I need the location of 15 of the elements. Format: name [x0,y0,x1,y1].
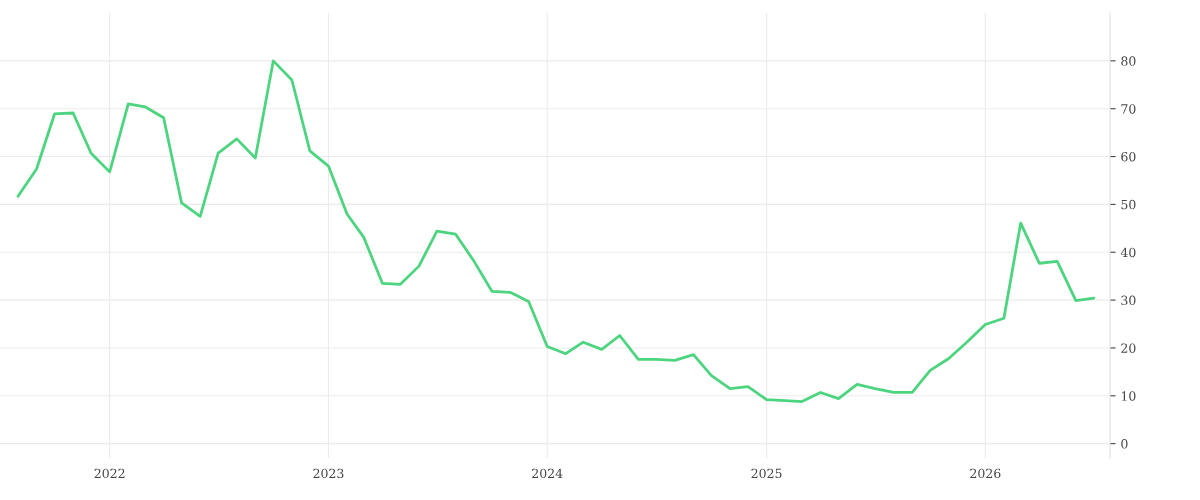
line-series [16,59,1096,403]
x-tick-label: 2026 [970,468,1001,479]
y-tick-label: 30 [1121,295,1136,306]
x-tick-label: 2025 [751,468,782,479]
x-tick-label: 2024 [532,468,563,479]
y-tick-label: 0 [1121,439,1128,449]
x-tick-label: 2022 [94,468,125,479]
x-tick-label: 2023 [313,468,344,479]
y-tick-label: 80 [1121,56,1136,66]
y-tick-label: 20 [1121,343,1136,353]
y-tick-label: 50 [1121,199,1136,210]
y-tick-label: 40 [1120,247,1136,258]
y-tick-label: 10 [1121,391,1136,401]
y-tick-label: 70 [1121,104,1136,114]
y-tick-label: 60 [1121,152,1136,162]
